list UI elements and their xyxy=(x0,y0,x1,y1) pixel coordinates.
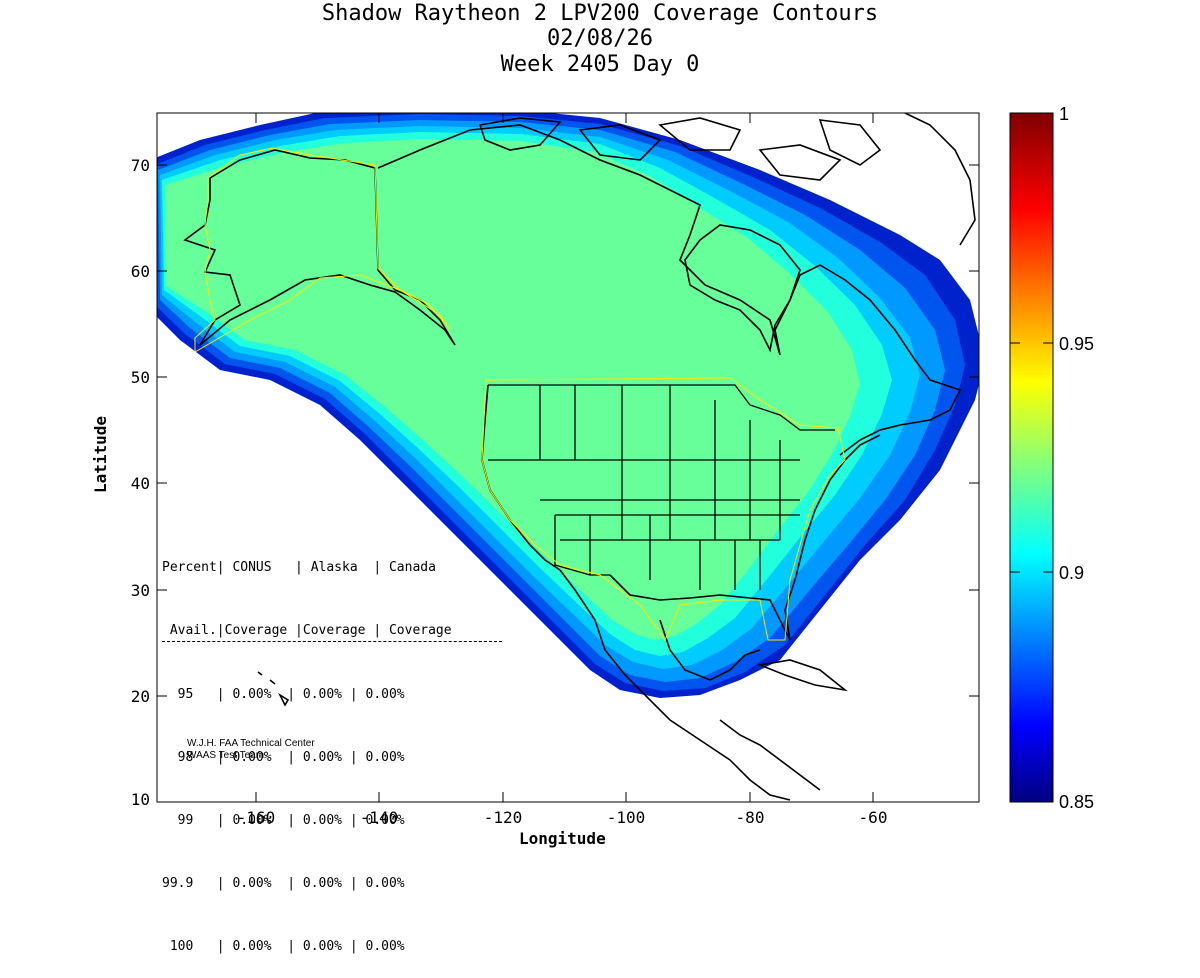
arctic-islands xyxy=(478,117,882,181)
cuba xyxy=(757,659,848,692)
x-tick-label: -120 xyxy=(484,808,523,827)
central-america xyxy=(719,719,821,791)
colorbar-tick-label: 0.85 xyxy=(1059,792,1094,812)
conus-service-volume xyxy=(481,377,846,642)
hudson-bay xyxy=(684,224,801,353)
y-axis-label: Latitude xyxy=(91,415,111,494)
table-header-2: Avail.|Coverage |Coverage | Coverage xyxy=(162,620,502,642)
y-tick-labels: 70 60 50 40 30 20 10 xyxy=(131,156,150,809)
us-state-boundaries xyxy=(488,384,835,590)
chart-title: Shadow Raytheon 2 LPV200 Coverage Contou… xyxy=(321,1,879,26)
y-tick-label: 20 xyxy=(131,687,150,706)
hawaii xyxy=(257,671,290,707)
coverage-map: -160 -140 -120 -100 -80 -60 70 60 50 40 … xyxy=(131,104,1094,827)
x-axis-label: Longitude xyxy=(519,829,606,848)
colorbar-tick-label: 0.95 xyxy=(1059,334,1094,354)
x-tick-labels: -160 -140 -120 -100 -80 -60 xyxy=(237,808,888,827)
table-row: 99 | 0.00% | 0.00% | 0.00% xyxy=(162,813,405,828)
table-header-1: Percent| CONUS | Alaska | Canada xyxy=(162,560,436,575)
y-tick-label: 30 xyxy=(131,581,150,600)
credit-line-2: WAAS Test Team xyxy=(187,750,265,761)
x-tick-label: -160 xyxy=(237,808,276,827)
y-tick-label: 10 xyxy=(131,790,150,809)
x-tick-label: -80 xyxy=(736,808,765,827)
table-row: 100 | 0.00% | 0.00% | 0.00% xyxy=(162,939,405,954)
coastlines xyxy=(183,113,976,801)
alaska-service-volume xyxy=(194,147,451,353)
chart-week-day: Week 2405 Day 0 xyxy=(500,52,700,77)
table-row: 95 | 0.00% | 0.00% | 0.00% xyxy=(162,687,405,702)
plot-frame xyxy=(156,112,980,803)
coverage-contours xyxy=(157,113,979,698)
y-tick-label: 60 xyxy=(131,262,150,281)
greenland xyxy=(904,113,976,246)
colorbar-tick-label: 1 xyxy=(1059,104,1069,124)
canada-north-coast xyxy=(377,124,962,456)
x-tick-label: -60 xyxy=(859,808,888,827)
alaska-coast xyxy=(183,149,456,346)
credit-text: W.J.H. FAA Technical Center WAAS Test Te… xyxy=(187,738,315,762)
y-tick-marks xyxy=(157,164,979,697)
y-tick-label: 70 xyxy=(131,156,150,175)
yucatan xyxy=(659,619,761,681)
x-tick-marks xyxy=(255,113,874,802)
x-tick-label: -140 xyxy=(360,808,399,827)
table-row: 99.9 | 0.00% | 0.00% | 0.00% xyxy=(162,876,405,891)
coverage-table: Percent| CONUS | Alaska | Canada Avail.|… xyxy=(162,515,502,978)
y-tick-label: 40 xyxy=(131,474,150,493)
y-tick-label: 50 xyxy=(131,368,150,387)
chart-date: 02/08/26 xyxy=(547,26,653,51)
service-volume-outlines xyxy=(194,147,846,642)
mexico-coast xyxy=(559,569,791,801)
gulf-coast xyxy=(609,574,791,641)
table-row: 98 | 0.00% | 0.00% | 0.00% xyxy=(162,750,405,765)
credit-line-1: W.J.H. FAA Technical Center xyxy=(187,738,315,749)
x-tick-label: -100 xyxy=(607,808,646,827)
colorbar-tick-label: 0.9 xyxy=(1059,563,1084,583)
colorbar-tick-labels: 1 0.95 0.9 0.85 xyxy=(1059,104,1094,812)
colorbar-tick-marks xyxy=(1010,342,1053,573)
colorbar xyxy=(1009,112,1054,803)
